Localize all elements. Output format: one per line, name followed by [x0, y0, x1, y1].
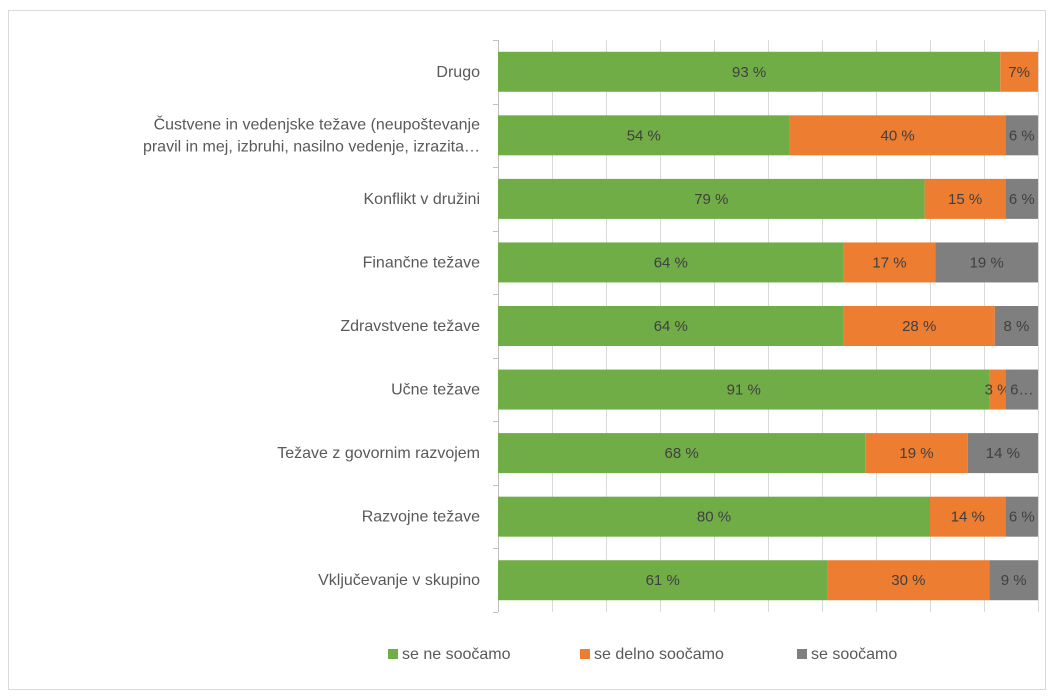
data-label: 93 %	[732, 64, 766, 81]
legend-swatch	[580, 649, 590, 659]
legend-label: se ne soočamo	[402, 646, 511, 663]
data-label: 6 %	[1009, 509, 1035, 526]
category-label-line: Konflikt v družini	[364, 191, 481, 208]
data-label: 64 %	[654, 254, 688, 271]
category-label-line: Čustvene in vedenjske težave (neupošteva…	[154, 114, 481, 133]
data-label: 19 %	[970, 254, 1004, 271]
data-label: 80 %	[697, 509, 731, 526]
legend-swatch	[388, 649, 398, 659]
data-label: 6 %	[1009, 127, 1035, 144]
data-label: 28 %	[902, 318, 936, 335]
data-label: 68 %	[664, 445, 698, 462]
category-label: Konflikt v družini	[364, 191, 481, 208]
category-label: Razvojne težave	[362, 509, 480, 526]
data-label: 14 %	[951, 509, 985, 526]
data-label: 8 %	[1003, 318, 1029, 335]
data-label: 19 %	[899, 445, 933, 462]
data-label: 40 %	[880, 127, 914, 144]
legend-label: se soočamo	[811, 646, 897, 663]
data-label: 14 %	[986, 445, 1020, 462]
category-label: Čustvene in vedenjske težave (neupošteva…	[143, 114, 480, 155]
data-label: 6…	[1010, 382, 1033, 399]
legend-label: se delno soočamo	[594, 646, 724, 663]
category-label-line: Drugo	[436, 64, 480, 81]
legend-swatch	[797, 649, 807, 659]
category-label-line: Finančne težave	[363, 254, 481, 271]
data-label: 17 %	[872, 254, 906, 271]
category-label: Težave z govornim razvojem	[277, 445, 480, 462]
data-label: 91 %	[727, 382, 761, 399]
data-label: 6 %	[1009, 191, 1035, 208]
category-label-line: pravil in mej, izbruhi, nasilno vedenje,…	[143, 138, 480, 155]
data-label: 9 %	[1001, 572, 1027, 589]
data-label: 54 %	[627, 127, 661, 144]
category-label-line: Vključevanje v skupino	[318, 572, 480, 589]
category-label-line: Težave z govornim razvojem	[277, 445, 480, 462]
data-label: 79 %	[694, 191, 728, 208]
data-label: 7%	[1008, 64, 1030, 81]
category-label-line: Zdravstvene težave	[340, 318, 480, 335]
data-label: 64 %	[654, 318, 688, 335]
category-label: Zdravstvene težave	[340, 318, 480, 335]
category-label: Vključevanje v skupino	[318, 572, 480, 589]
category-label-line: Učne težave	[391, 382, 480, 399]
category-label: Učne težave	[391, 382, 480, 399]
data-label: 15 %	[948, 191, 982, 208]
category-label-line: Razvojne težave	[362, 509, 480, 526]
category-label: Finančne težave	[363, 254, 481, 271]
data-label: 61 %	[646, 572, 680, 589]
category-label: Drugo	[436, 64, 480, 81]
data-label: 30 %	[891, 572, 925, 589]
